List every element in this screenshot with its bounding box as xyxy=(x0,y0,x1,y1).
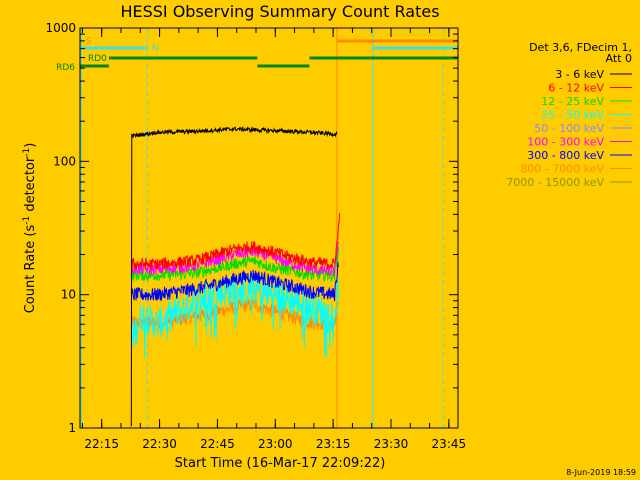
legend-label-5: 100 - 300 keV xyxy=(527,136,604,149)
legend-label-3: 25 - 50 keV xyxy=(541,109,604,122)
legend-header-1: Att 0 xyxy=(606,52,632,65)
plot-frame xyxy=(79,27,459,429)
rd0-flag-label: RD0 xyxy=(88,54,107,64)
legend-label-1: 6 - 12 keV xyxy=(548,82,604,95)
y-axis: 1 10 100 1000 xyxy=(45,21,458,435)
series-line-6 xyxy=(130,261,339,302)
x-tick-label-1: 22:30 xyxy=(142,437,177,451)
x-axis: 22:15 22:30 22:45 23:00 23:15 23:30 23:45 xyxy=(81,28,467,451)
y-tick-label-0: 1 xyxy=(68,421,76,435)
legend-label-2: 12 - 25 keV xyxy=(541,95,604,108)
y-tick-label-2: 100 xyxy=(53,154,76,168)
x-tick-label-6: 23:45 xyxy=(432,437,467,451)
legend-header-0: Det 3,6, FDecim 1, xyxy=(529,41,632,54)
s-flag-label: S xyxy=(86,37,92,47)
legend-label-0: 3 - 6 keV xyxy=(555,68,604,81)
legend-label-8: 7000 - 15000 keV xyxy=(506,176,604,189)
x-tick-label-2: 22:45 xyxy=(200,437,235,451)
x-tick-label-3: 23:00 xyxy=(258,437,293,451)
plot-area: S N RD0 RD6 xyxy=(56,28,458,428)
n-flag-label: N xyxy=(152,44,159,54)
y-axis-label-sup2: -1 xyxy=(22,148,32,157)
series-line-2 xyxy=(130,246,339,283)
series-line-3 xyxy=(130,273,339,358)
series-line-0 xyxy=(130,126,338,427)
x-axis-label: Start Time (16-Mar-17 22:09:22) xyxy=(175,456,386,471)
series-line-1 xyxy=(130,213,341,271)
legend-label-4: 50 - 100 keV xyxy=(534,122,604,135)
x-tick-label-5: 23:30 xyxy=(374,437,409,451)
y-axis-label: Count Rate (s-1 detector-1) xyxy=(22,143,38,314)
y-axis-label-sup1: -1 xyxy=(22,216,32,225)
footer-date: 8-Jun-2019 18:59 xyxy=(566,468,636,477)
legend-label-6: 300 - 800 keV xyxy=(527,149,604,162)
x-tick-label-0: 22:15 xyxy=(84,437,119,451)
x-tick-label-4: 23:15 xyxy=(316,437,351,451)
y-tick-label-1: 10 xyxy=(61,288,76,302)
y-tick-label-3: 1000 xyxy=(45,21,76,35)
rd6-flag-label: RD6 xyxy=(56,63,75,73)
legend-label-7: 800 - 7000 keV xyxy=(520,163,604,176)
chart-title: HESSI Observing Summary Count Rates xyxy=(120,2,439,21)
